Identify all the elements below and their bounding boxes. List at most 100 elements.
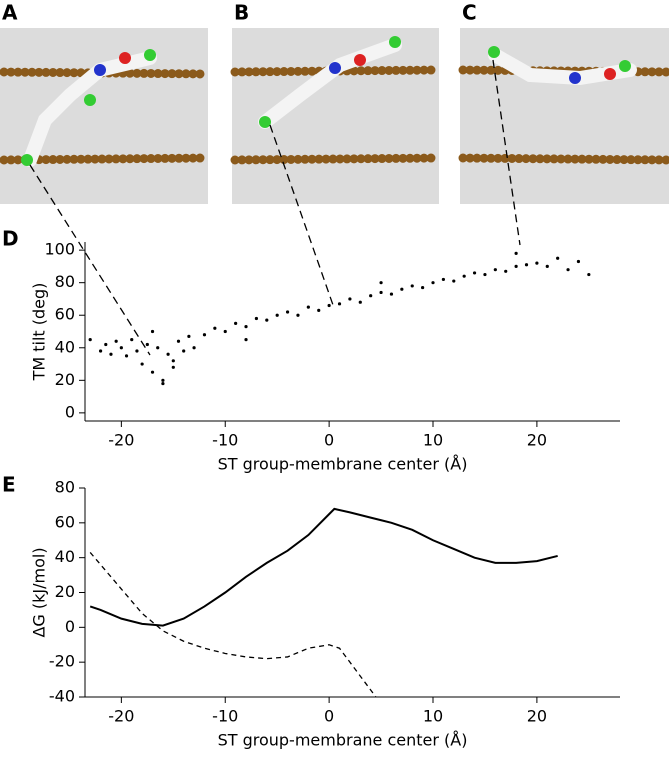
peptide-b: [258, 38, 402, 129]
y-tick-label: -40: [49, 687, 75, 706]
panel-label: B: [234, 1, 249, 25]
x-axis-title: ST group-membrane center (Å): [218, 455, 468, 474]
point: [104, 342, 108, 347]
point: [275, 313, 279, 317]
point: [98, 349, 103, 353]
point: [130, 338, 134, 342]
point: [483, 272, 487, 277]
point: [317, 308, 321, 312]
point: [135, 349, 139, 353]
point: [514, 251, 518, 255]
point: [379, 290, 383, 295]
y-tick-label: 100: [44, 240, 75, 259]
point: [421, 285, 425, 290]
peptide-a: [23, 51, 157, 167]
point: [244, 338, 248, 342]
point: [150, 329, 155, 334]
point: [114, 339, 118, 343]
point: [171, 365, 175, 369]
point: [161, 381, 165, 386]
point: [223, 329, 227, 334]
y-tick-label: 60: [55, 512, 75, 531]
point: [156, 346, 160, 350]
panel-label: C: [462, 1, 477, 25]
point: [587, 272, 591, 277]
point: [556, 256, 560, 260]
point: [171, 359, 175, 363]
y-axis-title: TM tilt (deg): [30, 283, 49, 382]
point: [306, 305, 310, 309]
point: [88, 338, 92, 342]
point: [441, 277, 445, 282]
point: [545, 264, 549, 269]
point: [124, 354, 129, 358]
point: [265, 318, 269, 322]
x-tick-label: -20: [108, 707, 134, 726]
point: [182, 349, 186, 353]
point: [524, 263, 529, 267]
x-axis-title: ST group-membrane center (Å): [218, 731, 468, 750]
point: [389, 292, 394, 296]
point: [535, 261, 539, 265]
y-tick-label: 0: [65, 617, 75, 636]
panel-label: A: [2, 1, 18, 25]
y-tick-label: 60: [55, 305, 75, 324]
point: [514, 264, 518, 269]
panel-label: D: [2, 227, 19, 251]
y-tick-label: 0: [65, 402, 75, 421]
point: [109, 352, 113, 356]
point: [576, 259, 581, 264]
point: [369, 294, 373, 298]
point: [244, 325, 248, 329]
point: [140, 362, 144, 366]
y-tick-label: 20: [55, 370, 75, 389]
y-tick-label: -20: [49, 652, 75, 671]
line: [89, 507, 558, 627]
x-tick-label: -10: [212, 431, 238, 450]
point: [166, 352, 170, 356]
x-tick-label: 0: [324, 707, 334, 726]
point: [202, 333, 207, 337]
point: [379, 281, 383, 285]
y-tick-label: 80: [55, 478, 75, 497]
point: [566, 268, 570, 272]
line: [89, 552, 377, 698]
point: [493, 268, 497, 272]
point: [472, 271, 477, 275]
x-tick-label: 10: [423, 431, 443, 450]
point: [327, 303, 331, 308]
point: [119, 346, 123, 350]
point: [176, 339, 181, 343]
y-tick-label: 20: [55, 582, 75, 601]
point: [285, 310, 290, 314]
point: [187, 334, 191, 338]
x-tick-label: -20: [108, 431, 134, 450]
y-tick-label: 40: [55, 337, 75, 356]
y-axis-title: ΔG (kJ/mol): [30, 547, 49, 637]
residues: [21, 36, 631, 166]
y-tick-label: 40: [55, 547, 75, 566]
point: [150, 370, 155, 374]
point: [234, 321, 238, 325]
x-tick-label: 20: [527, 431, 547, 450]
panel-label: E: [2, 473, 16, 497]
point: [400, 287, 404, 291]
point: [462, 274, 466, 278]
point: [161, 378, 165, 382]
y-tick-label: 80: [55, 272, 75, 291]
connector-lines: [29, 59, 521, 356]
point: [452, 279, 456, 283]
x-tick-label: 20: [527, 707, 547, 726]
point: [337, 302, 342, 306]
point: [348, 297, 352, 301]
point: [431, 281, 435, 285]
x-tick-label: 10: [423, 707, 443, 726]
point: [192, 346, 196, 350]
x-tick-label: 0: [324, 431, 334, 450]
point: [410, 284, 414, 288]
point: [358, 300, 362, 304]
point: [145, 342, 149, 347]
point: [504, 269, 508, 273]
point: [213, 326, 217, 330]
